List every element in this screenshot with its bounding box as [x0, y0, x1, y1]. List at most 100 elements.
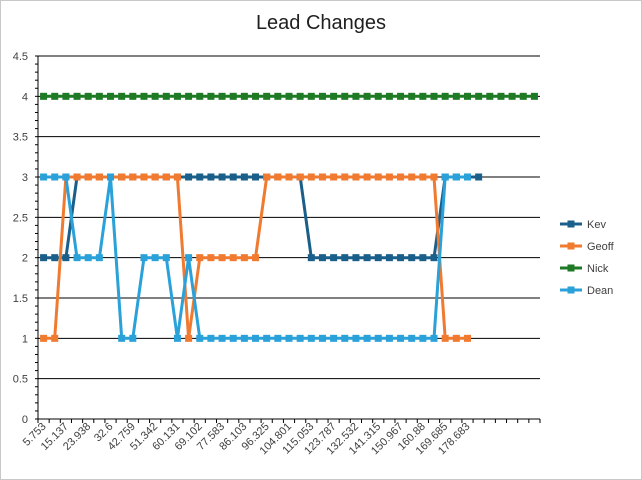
data-point-kev — [363, 254, 371, 262]
data-point-geoff — [341, 173, 349, 181]
data-point-dean — [196, 334, 204, 342]
data-point-nick — [519, 92, 527, 100]
data-point-nick — [397, 92, 405, 100]
data-point-dean — [307, 334, 315, 342]
data-point-dean — [240, 334, 248, 342]
data-point-nick — [530, 92, 538, 100]
data-point-nick — [430, 92, 438, 100]
legend-label-kev: Kev — [587, 219, 606, 231]
legend-label-geoff: Geoff — [587, 241, 615, 253]
data-point-kev — [385, 254, 393, 262]
data-point-nick — [129, 92, 137, 100]
data-point-geoff — [229, 254, 237, 262]
data-point-geoff — [374, 173, 382, 181]
data-point-dean — [84, 254, 92, 262]
data-point-geoff — [363, 173, 371, 181]
data-point-nick — [363, 92, 371, 100]
data-point-geoff — [252, 254, 260, 262]
data-point-kev — [207, 173, 215, 181]
data-point-geoff — [129, 173, 137, 181]
data-point-nick — [263, 92, 271, 100]
data-point-kev — [374, 254, 382, 262]
data-point-geoff — [307, 173, 315, 181]
y-tick-label: 0 — [22, 414, 28, 426]
data-point-dean — [363, 334, 371, 342]
data-point-nick — [341, 92, 349, 100]
data-point-dean — [452, 173, 460, 181]
data-point-nick — [84, 92, 92, 100]
data-point-dean — [408, 334, 416, 342]
chart-title: Lead Changes — [255, 12, 387, 34]
data-point-dean — [441, 173, 449, 181]
legend-label-dean: Dean — [587, 285, 613, 297]
data-point-kev — [419, 254, 427, 262]
legend-label-nick: Nick — [587, 263, 609, 275]
data-point-geoff — [185, 334, 193, 342]
legend-marker-nick — [567, 264, 575, 272]
data-point-kev — [40, 254, 48, 262]
data-point-dean — [397, 334, 405, 342]
data-point-nick — [296, 92, 304, 100]
data-point-geoff — [263, 173, 271, 181]
data-point-dean — [51, 173, 59, 181]
data-point-nick — [419, 92, 427, 100]
data-point-dean — [285, 334, 293, 342]
data-point-kev — [475, 173, 483, 181]
data-point-nick — [62, 92, 70, 100]
data-point-dean — [151, 254, 159, 262]
data-point-kev — [430, 254, 438, 262]
data-point-geoff — [51, 334, 59, 342]
y-tick-label: 2.5 — [13, 212, 28, 224]
data-point-dean — [263, 334, 271, 342]
data-point-kev — [196, 173, 204, 181]
data-point-nick — [463, 92, 471, 100]
data-point-kev — [252, 173, 260, 181]
data-point-dean — [274, 334, 282, 342]
y-tick-label: 2 — [22, 253, 28, 265]
data-point-geoff — [162, 173, 170, 181]
y-tick-label: 1.5 — [13, 293, 28, 305]
data-point-geoff — [408, 173, 416, 181]
y-tick-label: 4.5 — [13, 51, 28, 63]
data-point-nick — [452, 92, 460, 100]
data-point-kev — [307, 254, 315, 262]
data-point-dean — [419, 334, 427, 342]
data-point-nick — [497, 92, 505, 100]
data-point-geoff — [430, 173, 438, 181]
legend-marker-kev — [567, 220, 575, 228]
data-point-nick — [151, 92, 159, 100]
data-point-nick — [252, 92, 260, 100]
data-point-dean — [62, 173, 70, 181]
data-point-geoff — [419, 173, 427, 181]
data-point-dean — [173, 334, 181, 342]
data-point-nick — [285, 92, 293, 100]
data-point-dean — [330, 334, 338, 342]
data-point-dean — [385, 334, 393, 342]
data-point-dean — [140, 254, 148, 262]
data-point-geoff — [40, 334, 48, 342]
data-point-nick — [140, 92, 148, 100]
data-point-geoff — [318, 173, 326, 181]
data-point-kev — [218, 173, 226, 181]
data-point-nick — [330, 92, 338, 100]
data-point-geoff — [285, 173, 293, 181]
data-point-nick — [196, 92, 204, 100]
data-point-nick — [385, 92, 393, 100]
data-point-geoff — [196, 254, 204, 262]
data-point-nick — [374, 92, 382, 100]
data-point-geoff — [151, 173, 159, 181]
data-point-geoff — [240, 254, 248, 262]
data-point-dean — [252, 334, 260, 342]
y-tick-label: 0.5 — [13, 374, 28, 386]
data-point-geoff — [118, 173, 126, 181]
data-point-dean — [118, 334, 126, 342]
data-point-nick — [318, 92, 326, 100]
data-point-dean — [107, 173, 115, 181]
data-point-nick — [218, 92, 226, 100]
data-point-kev — [330, 254, 338, 262]
y-tick-label: 4 — [22, 91, 28, 103]
data-point-geoff — [352, 173, 360, 181]
data-point-kev — [318, 254, 326, 262]
data-point-kev — [185, 173, 193, 181]
